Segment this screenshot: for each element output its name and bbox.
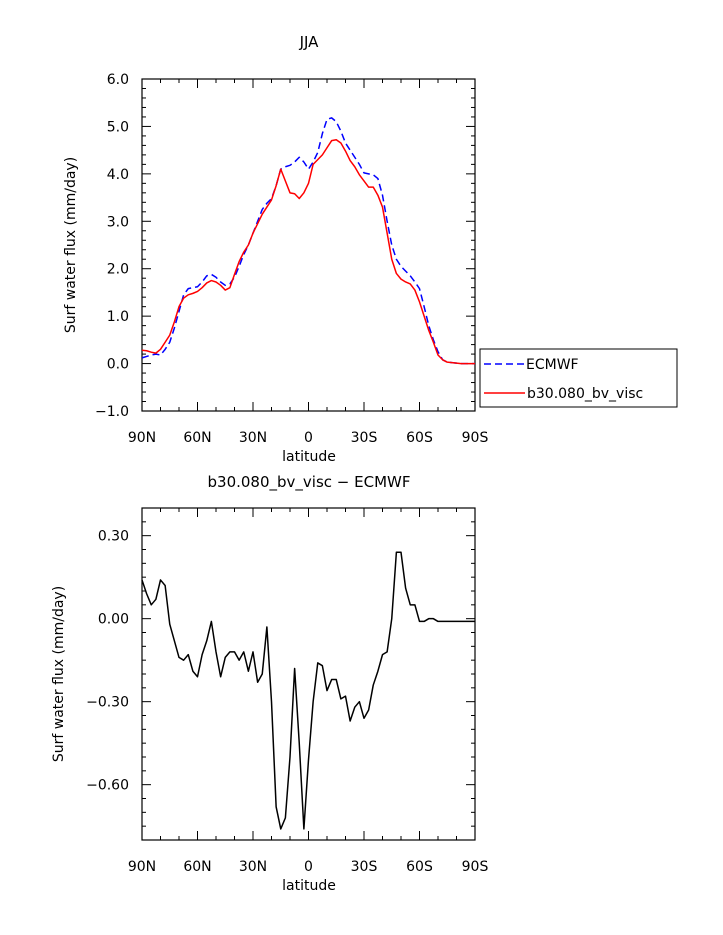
top-series-lines <box>141 117 475 365</box>
top-series-line-ecmwf <box>141 117 475 365</box>
bottom-y-tick-label: −0.30 <box>86 695 129 711</box>
bottom-x-tick-label: 90S <box>462 859 489 875</box>
bottom-x-tick-labels: 90N 60N 30N 0 30S 60S 90S <box>128 859 489 875</box>
bottom-panel: b30.080_bv_visc − ECMWF 0.30 0.00 −0.30 −0.… <box>51 473 488 894</box>
bottom-y-tick-labels: 0.30 0.00 −0.30 −0.60 <box>86 529 129 794</box>
top-y-tick-label: 5.0 <box>107 119 129 135</box>
top-x-tick-label: 0 <box>304 430 313 446</box>
top-y-axis-label: Surf water flux (mm/day) <box>63 157 79 333</box>
top-x-tick-label: 90N <box>128 430 156 446</box>
legend-label-model: b30.080_bv_visc <box>527 386 643 402</box>
top-x-tick-label: 60N <box>183 430 211 446</box>
top-x-tick-label: 30S <box>351 430 378 446</box>
bottom-y-tick-label: −0.60 <box>86 778 129 794</box>
top-series-line-model <box>141 138 475 365</box>
bottom-x-tick-label: 0 <box>304 859 313 875</box>
top-x-tick-label: 30N <box>239 430 267 446</box>
bottom-y-axis-label: Surf water flux (mm/day) <box>51 586 67 762</box>
bottom-x-axis-label: latitude <box>282 878 336 894</box>
bottom-axis-ticks <box>141 507 476 841</box>
bottom-y-tick-label: 0.00 <box>98 612 129 628</box>
bottom-series-line-difference <box>141 551 475 830</box>
top-y-tick-label: 0.0 <box>107 357 129 373</box>
top-y-tick-labels: −1.0 0.0 1.0 2.0 3.0 4.0 5.0 6.0 <box>95 72 129 420</box>
top-chart-title: JJA <box>299 33 320 51</box>
top-y-tick-label: 6.0 <box>107 72 129 88</box>
top-y-tick-label: 2.0 <box>107 262 129 278</box>
legend-label-ecmwf: ECMWF <box>526 357 579 373</box>
top-axis-ticks <box>141 78 476 412</box>
top-y-tick-label: 3.0 <box>107 214 129 230</box>
bottom-series-lines <box>141 551 475 830</box>
bottom-plot-frame <box>141 507 476 841</box>
bottom-x-tick-label: 30S <box>351 859 378 875</box>
top-y-tick-label: −1.0 <box>95 404 129 420</box>
top-y-tick-label: 1.0 <box>107 309 129 325</box>
top-x-tick-label: 60S <box>406 430 433 446</box>
bottom-y-tick-label: 0.30 <box>98 529 129 545</box>
bottom-x-tick-label: 60N <box>183 859 211 875</box>
top-x-tick-labels: 90N 60N 30N 0 30S 60S 90S <box>128 430 489 446</box>
top-panel: JJA −1.0 0.0 1.0 2.0 3.0 4.0 5.0 6.0 90N 60N 30N 0… <box>63 33 678 465</box>
legend: ECMWF b30.080_bv_visc <box>479 348 678 408</box>
legend-box <box>479 348 678 408</box>
top-x-tick-label: 90S <box>462 430 489 446</box>
top-x-axis-label: latitude <box>282 449 336 465</box>
bottom-x-tick-label: 60S <box>406 859 433 875</box>
bottom-x-tick-label: 30N <box>239 859 267 875</box>
top-y-tick-label: 4.0 <box>107 167 129 183</box>
bottom-x-tick-label: 90N <box>128 859 156 875</box>
bottom-chart-title: b30.080_bv_visc − ECMWF <box>208 473 411 492</box>
top-plot-frame <box>141 78 476 412</box>
